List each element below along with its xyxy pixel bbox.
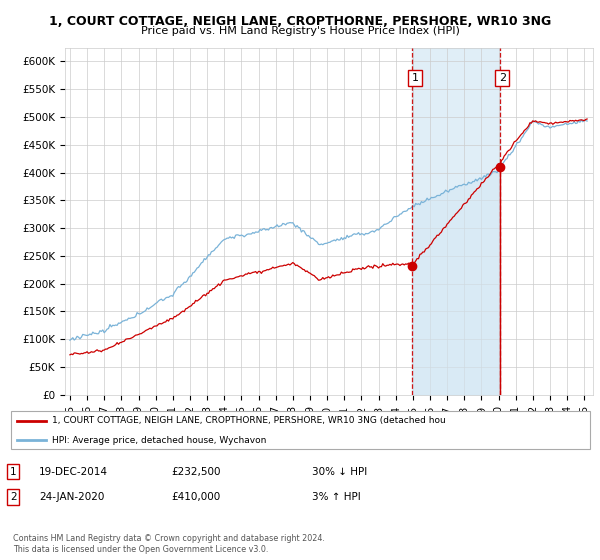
- Text: Contains HM Land Registry data © Crown copyright and database right 2024.
This d: Contains HM Land Registry data © Crown c…: [13, 534, 325, 554]
- Text: Price paid vs. HM Land Registry's House Price Index (HPI): Price paid vs. HM Land Registry's House …: [140, 26, 460, 36]
- Text: £232,500: £232,500: [171, 466, 221, 477]
- Text: 1, COURT COTTAGE, NEIGH LANE, CROPTHORNE, PERSHORE, WR10 3NG: 1, COURT COTTAGE, NEIGH LANE, CROPTHORNE…: [49, 15, 551, 27]
- Bar: [412, 48, 500, 395]
- Text: 1: 1: [10, 466, 17, 477]
- Text: 2: 2: [10, 492, 17, 502]
- Text: 24-JAN-2020: 24-JAN-2020: [39, 492, 104, 502]
- Text: 1, COURT COTTAGE, NEIGH LANE, CROPTHORNE, PERSHORE, WR10 3NG (detached hou: 1, COURT COTTAGE, NEIGH LANE, CROPTHORNE…: [52, 416, 445, 425]
- Text: 2: 2: [499, 73, 506, 83]
- Text: 30% ↓ HPI: 30% ↓ HPI: [312, 466, 367, 477]
- FancyBboxPatch shape: [11, 411, 590, 449]
- Text: £410,000: £410,000: [171, 492, 220, 502]
- Text: 19-DEC-2014: 19-DEC-2014: [39, 466, 108, 477]
- Text: 3% ↑ HPI: 3% ↑ HPI: [312, 492, 361, 502]
- Text: 1: 1: [412, 73, 418, 83]
- Text: HPI: Average price, detached house, Wychavon: HPI: Average price, detached house, Wych…: [52, 436, 266, 445]
